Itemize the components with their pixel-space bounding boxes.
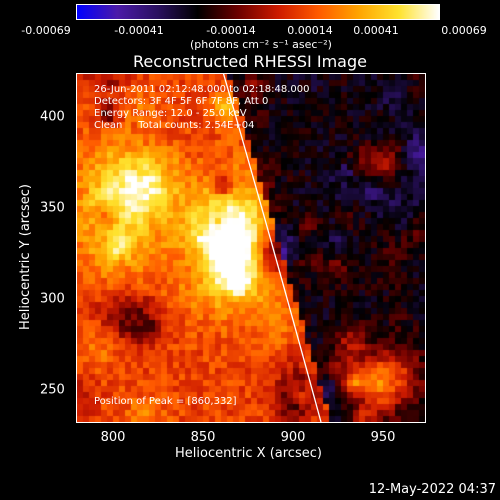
image-panel: 26-Jun-2011 02:12:48.000 to 02:18:48.000… [76, 73, 426, 423]
colorbar [76, 4, 440, 20]
flux-map [77, 74, 425, 422]
solar-limb-line [222, 74, 322, 422]
y-tick-label: 400 [40, 109, 65, 125]
colorbar-tick-label: 0.00014 [287, 24, 333, 37]
energy-range-text: Energy Range: 12.0 - 25.0 keV [94, 108, 247, 119]
x-tick-label: 850 [190, 430, 216, 445]
y-tick-label: 350 [40, 200, 65, 216]
colorbar-tick-label: 0.00069 [441, 24, 487, 37]
x-tick-label: 900 [280, 430, 306, 445]
y-tick-label: 250 [40, 382, 65, 398]
peak-position-text: Position of Peak = [860,332] [94, 396, 237, 407]
colorbar-units: (photons cm⁻² s⁻¹ asec⁻²) [190, 38, 332, 51]
x-tick-label: 950 [370, 430, 396, 445]
x-tick-label: 800 [100, 430, 126, 445]
colorbar-tick-label: -0.00041 [114, 24, 164, 37]
x-axis-label: Heliocentric X (arcsec) [175, 446, 322, 461]
detectors-text: Detectors: 3F 4F 5F 6F 7F 8F, Att 0 [94, 96, 269, 107]
timestamp: 12-May-2022 04:37 [368, 482, 496, 497]
colorbar-tick-label: -0.00014 [206, 24, 256, 37]
plot-title: Reconstructed RHESSI Image [133, 52, 367, 71]
clean-counts-text: Clean Total counts: 2.54E+04 [94, 120, 255, 131]
colorbar-tick-label: -0.00069 [21, 24, 71, 37]
y-tick-label: 300 [40, 291, 65, 307]
colorbar-tick-label: 0.00041 [353, 24, 399, 37]
time-range-text: 26-Jun-2011 02:12:48.000 to 02:18:48.000 [94, 84, 310, 95]
y-axis-label: Heliocentric Y (arcsec) [18, 184, 33, 330]
